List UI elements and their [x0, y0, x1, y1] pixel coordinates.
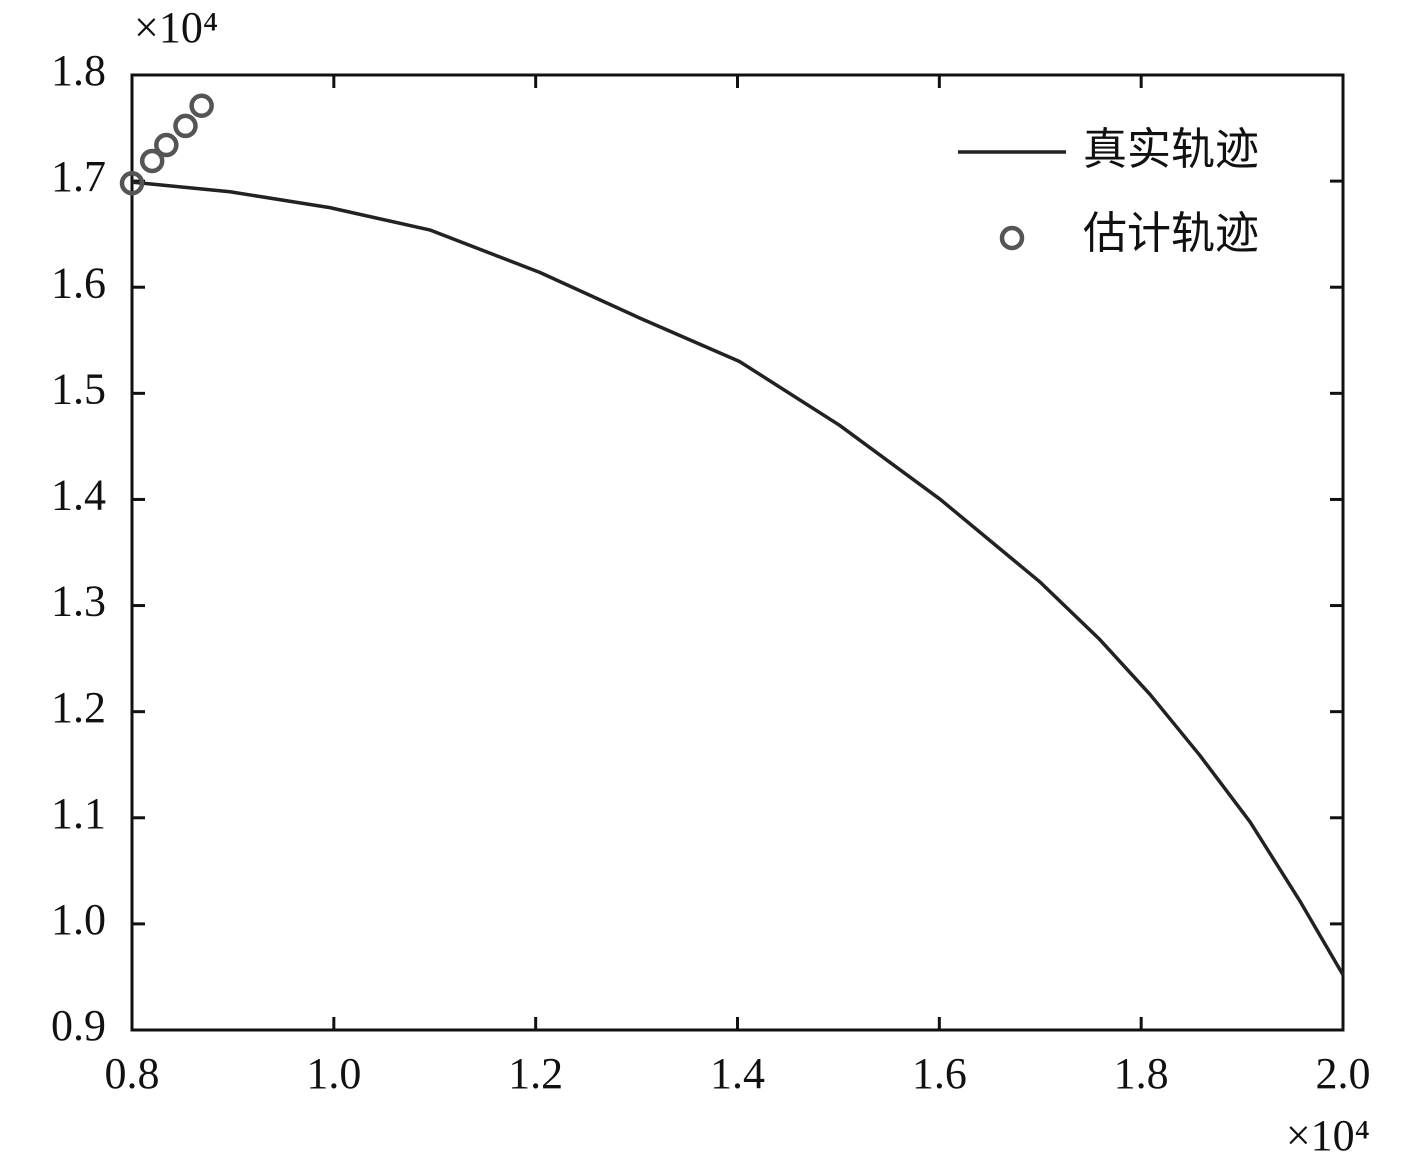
y-tick-label: 1.7: [51, 152, 106, 201]
x-multiplier: ×10⁴: [1286, 1111, 1370, 1160]
y-tick-label: 1.3: [51, 577, 106, 626]
x-tick-label: 1.2: [508, 1049, 563, 1098]
y-tick-label: 1.6: [51, 258, 106, 307]
y-tick-label: 0.9: [51, 1001, 106, 1050]
y-tick-label: 1.2: [51, 683, 106, 732]
x-tick-label: 0.8: [105, 1049, 160, 1098]
y-tick-label: 1.8: [51, 46, 106, 95]
y-tick-label: 1.1: [51, 789, 106, 838]
y-tick-label: 1.5: [51, 364, 106, 413]
y-tick-label: 1.4: [51, 471, 106, 520]
x-tick-label: 1.8: [1114, 1049, 1169, 1098]
marker: [119, 170, 145, 196]
legend-marker: [999, 225, 1025, 251]
x-tick-label: 1.0: [306, 1049, 361, 1098]
marker: [173, 113, 198, 139]
legend-label: 估计轨迹: [1083, 209, 1259, 258]
marker: [154, 132, 179, 158]
y-tick-label: 1.0: [51, 895, 106, 944]
marker: [189, 93, 214, 119]
y-multiplier: ×10⁴: [134, 3, 218, 52]
x-tick-label: 1.6: [912, 1049, 967, 1098]
marker: [139, 148, 165, 174]
line: [131, 180, 1345, 976]
x-tick-label: 2.0: [1316, 1049, 1371, 1098]
legend-label: 真实轨迹: [1083, 125, 1259, 174]
x-tick-label: 1.4: [710, 1049, 765, 1098]
